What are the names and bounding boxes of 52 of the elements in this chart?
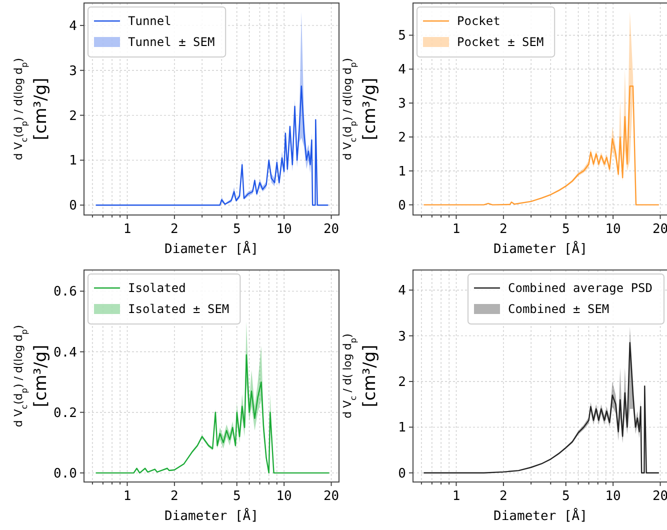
x-tick-label: 5 (562, 489, 570, 504)
y-tick-label: 3 (69, 64, 77, 79)
legend-label: Combined average PSD (508, 281, 652, 296)
x-tick-label: 10 (276, 489, 292, 504)
x-tick-label: 20 (652, 222, 667, 237)
legend-label: Isolated (128, 281, 186, 296)
x-tick-label: 5 (232, 489, 241, 504)
annotation: Pocket ± SEM (457, 35, 544, 50)
legend-label: Tunnel (128, 14, 172, 28)
x-tick-label: 20 (652, 489, 667, 504)
y-tick-label: 0 (398, 466, 406, 482)
x-tick-label: 20 (323, 222, 340, 237)
x-tick-label: 10 (605, 489, 621, 504)
legend-label: Pocket (457, 14, 500, 28)
x-tick-label: 10 (276, 222, 292, 237)
x-tick-label: 10 (605, 222, 621, 237)
y-tick-label: 1 (398, 420, 406, 436)
y-tick-label: 2 (398, 130, 406, 146)
y-tick-label: 2 (69, 108, 77, 124)
x-tick-label: 5 (232, 222, 241, 237)
annotation: Combined ± SEM (508, 302, 610, 316)
y-tick-label: 0 (69, 198, 77, 214)
y-tick-label: 1 (69, 154, 77, 169)
x-axis-title: Diameter [Å] (164, 240, 258, 257)
y-tick-label: 4 (398, 284, 406, 299)
y-tick-label: 3 (398, 329, 406, 344)
y-tick-label: 0.2 (54, 406, 77, 421)
y-tick-label: 0.6 (54, 284, 77, 300)
x-tick-label: 1 (452, 489, 460, 504)
y-tick-label: 4 (398, 62, 406, 78)
y-tick-label: 0.4 (54, 345, 78, 360)
y-tick-label: 0 (398, 198, 406, 214)
x-tick-label: 1 (123, 222, 132, 237)
x-axis-title: Diameter [Å] (164, 507, 258, 524)
x-tick-label: 2 (170, 489, 178, 504)
x-axis-title: Diameter [Å] (494, 240, 588, 257)
x-tick-label: 1 (452, 222, 460, 237)
y-tick-label: 4 (69, 18, 78, 34)
y-tick-label: 1 (398, 164, 406, 180)
x-tick-label: 2 (500, 222, 508, 237)
x-tick-label: 2 (500, 489, 508, 504)
annotation: Isolated ± SEM (128, 302, 230, 316)
x-tick-label: 20 (323, 489, 340, 504)
x-axis-title: Diameter [Å] (494, 507, 588, 524)
y-tick-label: 3 (398, 96, 406, 112)
y-tick-label: 5 (398, 28, 406, 44)
x-tick-label: 2 (170, 222, 178, 237)
annotation: Tunnel ± SEM (128, 35, 215, 50)
y-tick-label: 0.0 (54, 466, 77, 482)
x-tick-label: 5 (562, 222, 570, 237)
x-tick-label: 1 (123, 489, 132, 504)
y-tick-label: 2 (398, 374, 406, 390)
